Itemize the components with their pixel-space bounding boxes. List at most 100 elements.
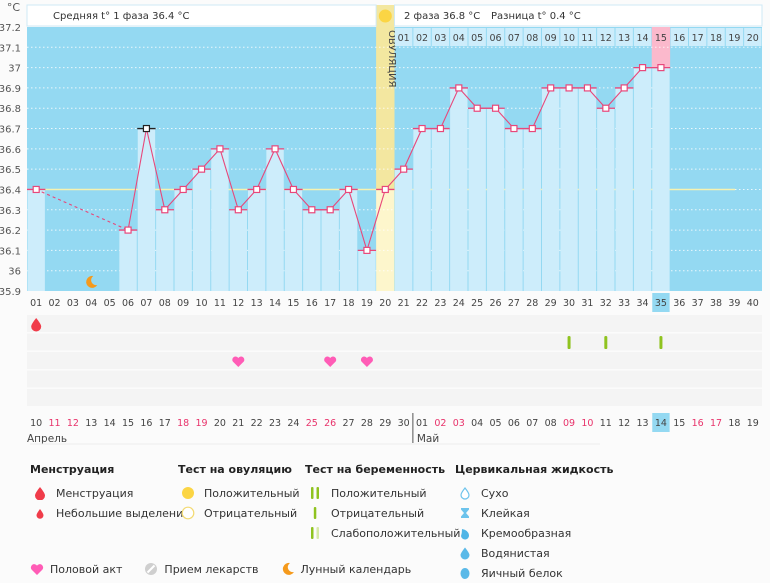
cycle-day-label: 36	[673, 298, 685, 309]
calendar-date-weekend: 17	[710, 418, 722, 429]
temperature-point	[455, 84, 463, 92]
cycle-day-label: 04	[85, 298, 97, 309]
cycle-day-label: 30	[563, 298, 575, 309]
month-label: Апрель	[27, 433, 67, 445]
cycle-day-label: 20	[379, 298, 391, 309]
marker-row-bg	[27, 352, 762, 369]
temperature-point	[253, 185, 261, 194]
post-ovulation-day-label: 01	[398, 33, 410, 44]
temperature-bar	[303, 209, 321, 291]
temperature-line-segment	[127, 128, 147, 231]
empty-circle-icon	[178, 506, 198, 520]
temperature-bar	[578, 87, 597, 291]
calendar-date: 14	[104, 418, 116, 429]
post-ovulation-day-label: 19	[728, 33, 740, 44]
temperature-point	[289, 185, 298, 194]
post-ovulation-day-cell	[744, 28, 762, 46]
legend-item-positive: Положительный	[178, 483, 300, 503]
pregnancy-test-negative-icon	[659, 336, 663, 349]
temperature-bar	[431, 128, 450, 291]
temperature-bar	[450, 87, 468, 291]
temperature-point	[344, 185, 353, 194]
temperature-bar	[137, 128, 156, 291]
temperature-point	[602, 104, 610, 112]
legend-item-intercourse: Половой акт	[30, 563, 122, 576]
cycle-day-label: 11	[214, 298, 226, 309]
post-ovulation-day-label: 09	[545, 33, 557, 44]
calendar-date: 17	[159, 418, 171, 429]
temperature-point	[510, 124, 518, 133]
temperature-bar	[174, 189, 192, 291]
egg-icon	[455, 566, 475, 580]
cycle-day-label: 25	[471, 298, 483, 309]
y-tick-label: 37.2	[0, 23, 21, 34]
legend-item-spotting: Небольшие выделения	[30, 503, 190, 523]
legend-item-sticky: Клейкая	[455, 503, 613, 523]
post-ovulation-day-label: 12	[600, 33, 612, 44]
post-ovulation-day-label: 17	[692, 33, 704, 44]
temperature-bar	[615, 87, 633, 291]
post-ovulation-day-cell	[633, 28, 652, 46]
post-ovulation-day-label: 04	[453, 33, 465, 44]
calendar-date-weekend: 18	[177, 418, 189, 429]
temperature-bar	[192, 169, 211, 291]
legend-label: Сухо	[481, 486, 509, 500]
cycle-day-label: 08	[159, 298, 171, 309]
legend-title: Менструация	[30, 463, 115, 476]
calendar-date: 12	[618, 418, 630, 429]
post-ovulation-day-cell	[707, 28, 725, 46]
cycle-day-label: 02	[49, 298, 61, 309]
calendar-date: 07	[526, 418, 538, 429]
calendar-date: 28	[361, 418, 373, 429]
y-tick-label: 36.3	[0, 206, 21, 217]
cycle-day-label: 17	[324, 298, 336, 309]
y-tick-label: 35.9	[0, 287, 21, 298]
temperature-line-segment	[219, 148, 239, 210]
post-ovulation-day-cell	[670, 28, 688, 46]
phase1-avg-label: Средняя t° 1 фаза 36.4 °C	[53, 11, 190, 22]
temperature-point	[583, 84, 592, 92]
post-ovulation-day-cell	[486, 28, 505, 46]
calendar-date-weekend: 11	[49, 418, 61, 429]
y-tick-label: 36.7	[0, 125, 21, 136]
temperature-bar	[266, 148, 284, 291]
calendar-date: 13	[637, 418, 649, 429]
temperature-line-dashed	[35, 188, 129, 231]
marker-row-bg	[27, 315, 762, 332]
legend-item-watery: Водянистая	[455, 543, 613, 563]
calendar-date: 01	[416, 418, 428, 429]
y-tick-label: 37	[8, 64, 21, 75]
temperature-line-segment	[274, 148, 294, 190]
temperature-point	[197, 165, 206, 173]
post-ovulation-day-cell	[725, 28, 744, 46]
single-line-icon	[305, 506, 325, 520]
calendar-date: 20	[214, 418, 226, 429]
pregnancy-test-negative-icon	[604, 336, 608, 349]
ovulation-column-bottom	[376, 189, 395, 291]
cycle-day-label: 21	[398, 298, 410, 309]
temperature-point	[436, 124, 445, 133]
post-ovulation-day-label: 14	[637, 33, 649, 44]
cycle-day-label: 06	[122, 298, 134, 309]
legend-title: Цервикальная жидкость	[455, 463, 614, 476]
heart-icon	[360, 356, 373, 367]
legend-title: Тест на беременность	[305, 463, 446, 476]
temperature-point	[381, 185, 389, 194]
outline-drop-icon	[455, 486, 475, 500]
cycle-day-label: 05	[104, 298, 116, 309]
current-date-highlight	[652, 413, 670, 432]
calendar-date: 24	[287, 418, 299, 429]
temperature-point	[142, 124, 151, 133]
calendar-date-weekend: 25	[306, 418, 318, 429]
bbt-chart: 37.2 37.1 37 36.9 36.8 36.7 36.6 36.5 36.4 36.3 36…	[0, 1, 763, 445]
y-tick-label: 36.2	[0, 226, 21, 237]
temperature-point	[179, 185, 187, 194]
cycle-day-label: 12	[232, 298, 244, 309]
phase2-avg-label: 2 фаза 36.8 °C	[404, 11, 480, 22]
pregnancy-test-negative-icon	[567, 336, 571, 349]
post-ovulation-day-cell	[615, 28, 633, 46]
y-tick-label: 36.5	[0, 165, 21, 176]
post-ovulation-day-label: 02	[416, 33, 428, 44]
legend-item-medication: Прием лекарств	[144, 562, 259, 576]
temperature-line-segment	[348, 189, 368, 251]
